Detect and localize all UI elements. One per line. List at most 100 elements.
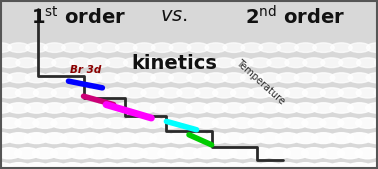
Circle shape (6, 133, 31, 143)
Circle shape (375, 58, 378, 68)
Circle shape (80, 43, 101, 52)
Circle shape (115, 43, 137, 52)
Circle shape (124, 58, 146, 68)
Circle shape (366, 103, 378, 113)
Circle shape (276, 73, 299, 83)
Circle shape (212, 118, 236, 128)
Circle shape (87, 118, 111, 128)
Circle shape (257, 163, 282, 169)
Circle shape (339, 58, 361, 68)
Circle shape (62, 43, 83, 52)
Circle shape (249, 88, 271, 98)
Circle shape (168, 133, 192, 143)
Circle shape (44, 43, 65, 52)
Circle shape (266, 88, 290, 98)
Circle shape (50, 148, 75, 159)
Circle shape (195, 58, 217, 68)
Circle shape (313, 43, 334, 52)
Circle shape (42, 133, 67, 143)
Circle shape (186, 103, 210, 113)
Circle shape (115, 73, 138, 83)
Circle shape (78, 163, 103, 169)
Circle shape (141, 58, 163, 68)
Circle shape (277, 43, 298, 52)
Circle shape (61, 73, 84, 83)
Circle shape (113, 163, 139, 169)
Circle shape (187, 73, 209, 83)
Circle shape (259, 43, 280, 52)
Circle shape (87, 88, 110, 98)
Circle shape (43, 73, 66, 83)
Circle shape (365, 163, 378, 169)
Circle shape (213, 58, 235, 68)
Circle shape (149, 163, 175, 169)
Circle shape (239, 163, 265, 169)
Circle shape (169, 73, 191, 83)
Circle shape (150, 103, 174, 113)
Circle shape (373, 148, 378, 159)
Circle shape (266, 148, 290, 159)
Circle shape (185, 163, 211, 169)
Circle shape (61, 103, 84, 113)
Circle shape (33, 118, 57, 128)
Circle shape (312, 103, 335, 113)
Circle shape (276, 103, 299, 113)
Circle shape (248, 118, 272, 128)
Circle shape (204, 133, 228, 143)
Circle shape (0, 133, 13, 143)
Circle shape (158, 148, 183, 159)
Circle shape (194, 148, 218, 159)
Circle shape (367, 43, 378, 52)
Circle shape (284, 148, 308, 159)
Circle shape (24, 163, 49, 169)
Circle shape (26, 43, 47, 52)
Circle shape (221, 163, 246, 169)
Circle shape (311, 163, 336, 169)
Circle shape (78, 133, 102, 143)
Text: 1$^{\rm st}$ order: 1$^{\rm st}$ order (31, 6, 126, 28)
Circle shape (338, 88, 361, 98)
Circle shape (133, 73, 155, 83)
Circle shape (150, 133, 174, 143)
Circle shape (355, 148, 378, 159)
Circle shape (177, 118, 200, 128)
Circle shape (347, 133, 372, 143)
Circle shape (330, 103, 353, 113)
Circle shape (357, 58, 378, 68)
Circle shape (194, 118, 218, 128)
Circle shape (51, 118, 75, 128)
Circle shape (222, 103, 246, 113)
Circle shape (8, 43, 29, 52)
Circle shape (330, 73, 353, 83)
Circle shape (34, 58, 56, 68)
Text: $\it{vs.}$: $\it{vs.}$ (160, 6, 188, 25)
Circle shape (348, 103, 371, 113)
Circle shape (285, 88, 307, 98)
Circle shape (132, 133, 156, 143)
Circle shape (98, 43, 119, 52)
Circle shape (176, 148, 201, 159)
Circle shape (97, 103, 120, 113)
Circle shape (267, 58, 289, 68)
Circle shape (88, 58, 110, 68)
Circle shape (329, 133, 353, 143)
Circle shape (52, 58, 74, 68)
Circle shape (223, 73, 245, 83)
Circle shape (0, 43, 11, 52)
Circle shape (266, 118, 290, 128)
Circle shape (151, 73, 174, 83)
Circle shape (69, 88, 92, 98)
Text: Temperature: Temperature (234, 58, 287, 107)
Circle shape (295, 43, 316, 52)
Circle shape (222, 133, 246, 143)
Circle shape (347, 163, 372, 169)
Circle shape (42, 163, 67, 169)
Circle shape (230, 118, 254, 128)
Circle shape (374, 88, 378, 98)
Circle shape (43, 103, 66, 113)
Circle shape (79, 73, 102, 83)
Circle shape (177, 88, 200, 98)
Circle shape (303, 58, 325, 68)
Circle shape (294, 73, 317, 83)
Circle shape (241, 43, 263, 52)
